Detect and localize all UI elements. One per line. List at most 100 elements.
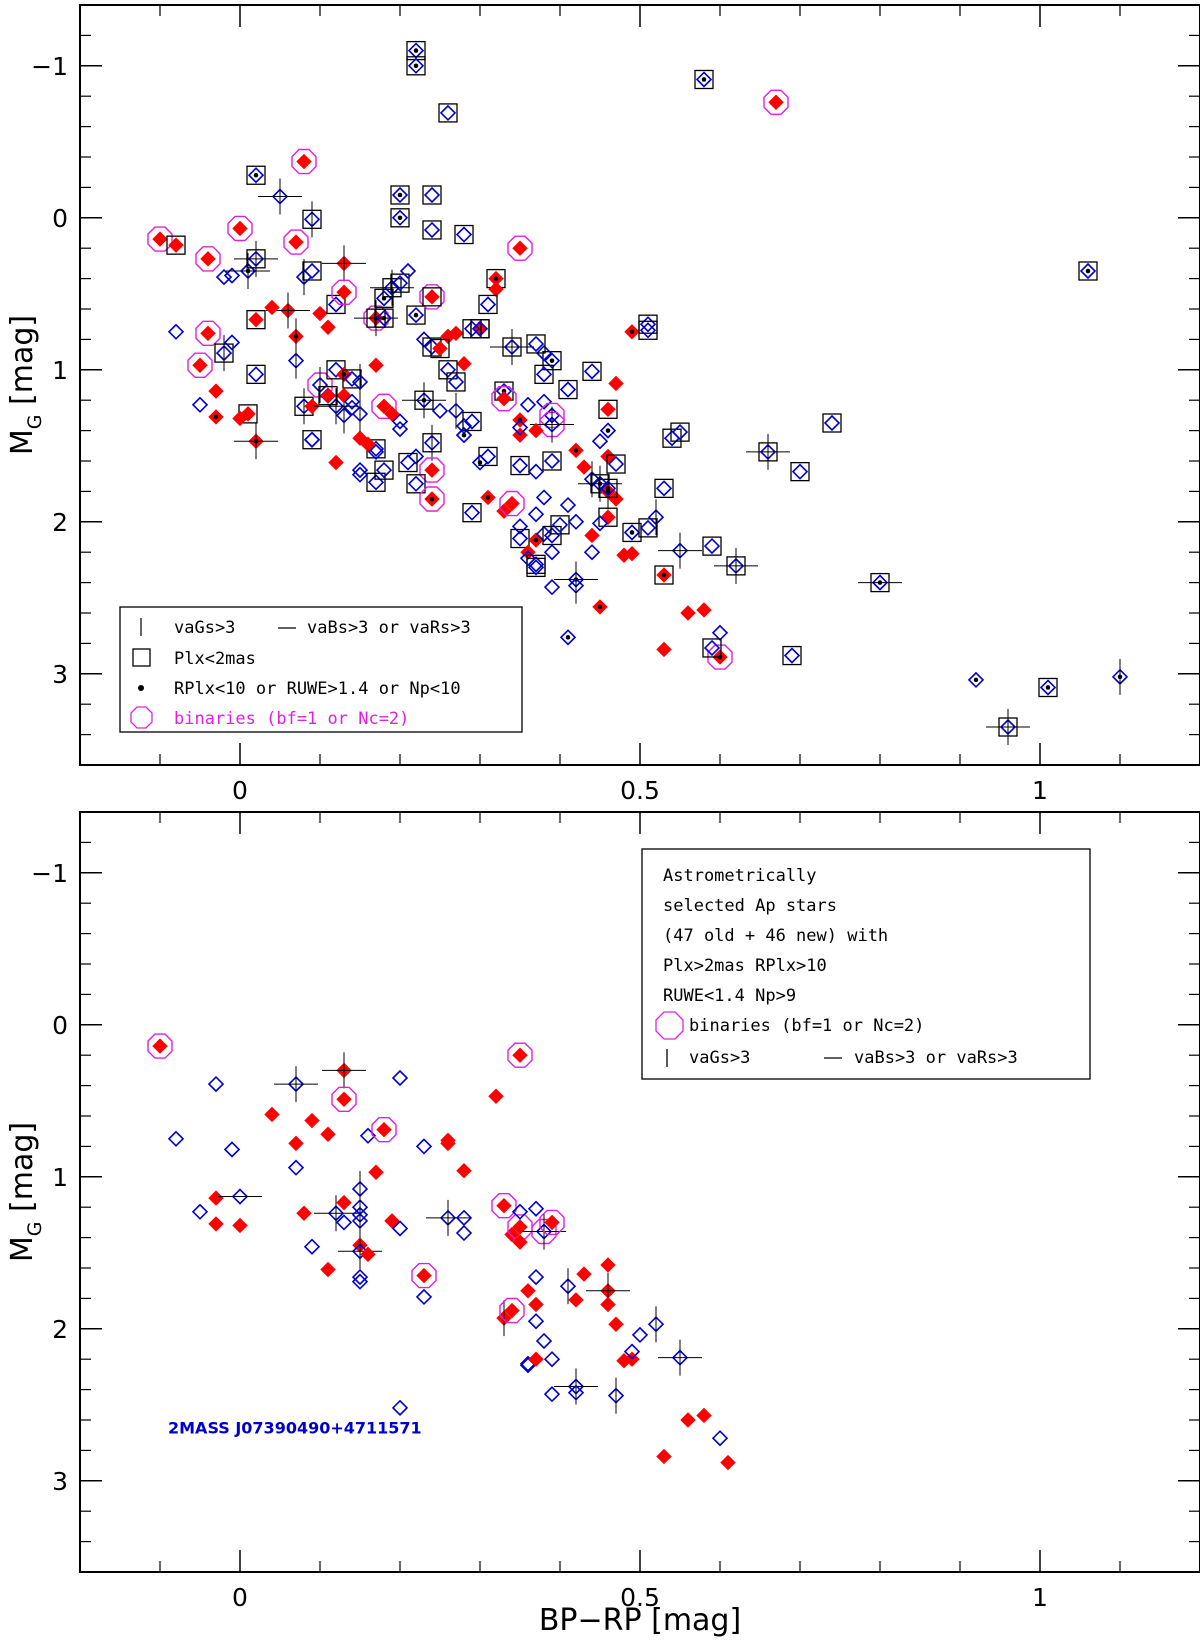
binary-marker xyxy=(419,486,445,512)
new-ap-star-point xyxy=(320,1261,336,1278)
plx-box-marker xyxy=(470,319,490,339)
plx-box-marker xyxy=(366,472,386,492)
diamond-filled xyxy=(232,220,248,237)
binary-marker xyxy=(187,352,213,378)
old-ap-star-point xyxy=(455,427,473,444)
diamond-open xyxy=(631,1326,649,1344)
plx-box-marker xyxy=(622,522,642,543)
diamond-filled xyxy=(232,1217,248,1234)
new-ap-star-point xyxy=(528,532,544,548)
old-ap-star-point xyxy=(694,69,714,90)
old-ap-star-point xyxy=(471,454,489,471)
old-ap-star-point xyxy=(391,413,409,430)
y-tick-label: 2 xyxy=(52,1315,68,1344)
plx-box-marker xyxy=(526,334,546,354)
new-ap-star-point xyxy=(528,422,544,439)
new-ap-star-point xyxy=(608,491,624,507)
old-ap-star-point xyxy=(583,544,601,561)
diamond-filled xyxy=(544,1214,560,1231)
plx-box-marker xyxy=(398,452,418,473)
diamond-open xyxy=(543,544,561,561)
new-ap-star-point xyxy=(371,1116,397,1143)
old-ap-star-point xyxy=(422,220,442,240)
new-ap-star-point xyxy=(232,410,248,427)
plx-box-marker xyxy=(1038,677,1058,698)
old-ap-star-point xyxy=(351,1202,369,1239)
x-tick-label: 1 xyxy=(1032,776,1048,805)
old-ap-star-point xyxy=(342,369,362,389)
diamond-open xyxy=(543,352,561,369)
bottom-ylabel-sub: G xyxy=(24,1221,46,1236)
old-ap-star-point xyxy=(559,496,577,514)
old-ap-star-point xyxy=(559,1268,577,1305)
new-ap-star-point xyxy=(456,356,472,372)
plx-box-marker xyxy=(246,364,266,385)
old-ap-star-point xyxy=(543,544,561,561)
diamond-filled xyxy=(576,1266,592,1282)
bottom-data-points xyxy=(147,1033,736,1471)
diamond-filled xyxy=(496,1197,512,1214)
quality-dot xyxy=(493,276,499,281)
quality-dot xyxy=(461,432,467,438)
old-ap-star-point xyxy=(415,1138,433,1155)
old-ap-star-point xyxy=(447,392,465,429)
diamond-open xyxy=(407,306,425,324)
diamond-open xyxy=(207,1075,225,1093)
plx-box-marker xyxy=(422,220,442,240)
plx-box-marker xyxy=(406,474,426,494)
old-ap-star-point xyxy=(338,1233,382,1270)
binary-marker xyxy=(419,284,445,310)
old-ap-star-point xyxy=(535,489,553,506)
plx-box-marker xyxy=(702,638,722,658)
diamond-filled xyxy=(456,356,472,372)
new-ap-star-point xyxy=(608,375,624,392)
diamond-open xyxy=(399,454,417,471)
new-ap-star-point xyxy=(419,486,445,512)
plx-box-marker xyxy=(638,518,658,538)
binary-marker xyxy=(539,402,565,429)
new-ap-star-point xyxy=(283,229,309,255)
new-ap-star-point xyxy=(680,605,696,621)
diamond-open xyxy=(287,1159,305,1176)
y-tick-label: 1 xyxy=(52,1163,68,1192)
diamond-open xyxy=(191,396,209,413)
diamond-open xyxy=(711,624,729,641)
binary-marker xyxy=(411,1262,437,1289)
quality-dot xyxy=(605,428,611,433)
top-axis-tick-labels: 0 0.5 1 −1 0 1 2 3 xyxy=(31,52,1048,805)
old-ap-star-point xyxy=(567,567,585,604)
old-ap-star-point xyxy=(790,461,810,482)
binary-marker xyxy=(507,1042,533,1068)
diamond-open xyxy=(303,262,321,280)
top-legend-label-rplx: RPlx<10 or RUWE>1.4 or Np<10 xyxy=(174,679,461,699)
diamond-filled xyxy=(624,546,640,562)
diamond-open xyxy=(231,1188,249,1205)
old-ap-star-point xyxy=(438,360,458,380)
diamond-filled xyxy=(168,237,184,253)
diamond-open xyxy=(543,527,561,544)
diamond-open xyxy=(567,1384,585,1401)
old-ap-star-point xyxy=(402,382,446,419)
diamond-open xyxy=(783,647,801,664)
diamond-open xyxy=(535,393,553,410)
quality-dot xyxy=(485,495,491,500)
old-ap-star-point xyxy=(527,1313,545,1330)
old-ap-star-point xyxy=(314,388,358,425)
diamond-open xyxy=(391,186,409,204)
diamond-open xyxy=(511,457,529,474)
new-ap-star-point xyxy=(384,406,400,422)
diamond-open xyxy=(343,393,361,410)
diamond-filled xyxy=(208,1216,224,1232)
binary-marker xyxy=(331,1086,357,1113)
diamond-filled xyxy=(296,1205,312,1221)
new-ap-star-point xyxy=(696,1407,712,1424)
bottom-legend-line-3: (47 old + 46 new) with xyxy=(663,926,888,946)
plx-box-marker xyxy=(702,536,722,556)
diamond-filled xyxy=(568,1292,584,1308)
old-ap-star-point xyxy=(567,513,585,530)
diamond-open xyxy=(335,1214,353,1231)
quality-dot xyxy=(429,496,435,502)
diamond-open xyxy=(367,443,385,461)
plx-box-marker xyxy=(542,351,562,371)
